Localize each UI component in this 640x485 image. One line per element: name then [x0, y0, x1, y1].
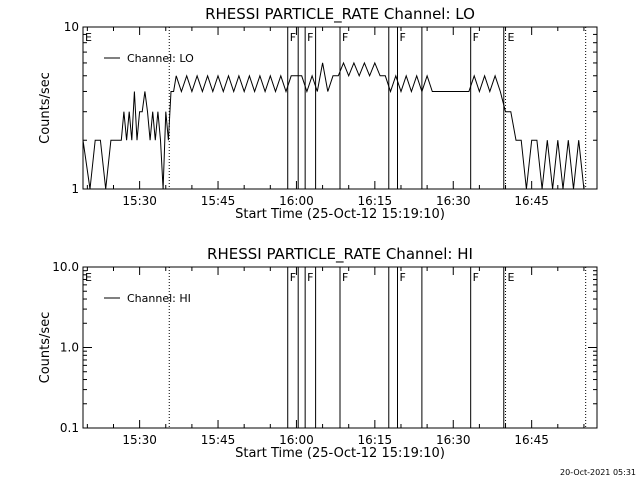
event-marker-label: F	[399, 31, 405, 44]
y-tick-label: 0.1	[60, 421, 79, 435]
y-tick-label: 10.0	[52, 260, 79, 274]
event-marker-label: F	[473, 31, 479, 44]
x-tick-label: 16:45	[514, 194, 549, 208]
x-tick-label: 15:30	[122, 433, 157, 447]
footer-timestamp: 20-Oct-2021 05:31	[560, 468, 636, 477]
series-line	[82, 61, 585, 190]
y-axis-label: Counts/sec	[38, 312, 53, 384]
event-marker-label: E	[508, 271, 515, 284]
event-marker-label: F	[290, 31, 296, 44]
x-tick-label: 16:00	[279, 433, 314, 447]
x-axis-label: Start Time (25-Oct-12 15:19:10)	[235, 207, 445, 222]
event-marker-label: F	[307, 271, 313, 284]
y-tick-label: 1.0	[60, 341, 79, 355]
x-tick-label: 16:00	[279, 194, 314, 208]
chart-title: RHESSI PARTICLE_RATE Channel: LO	[205, 5, 475, 24]
y-tick-label: 10	[64, 20, 79, 34]
y-tick-label: 1	[71, 182, 79, 196]
event-marker-label: E	[85, 271, 92, 284]
event-marker-label: F	[342, 271, 348, 284]
event-marker-label: E	[508, 31, 515, 44]
legend-entry: Channel: HI	[127, 292, 191, 305]
x-axis-label: Start Time (25-Oct-12 15:19:10)	[235, 446, 445, 461]
x-tick-label: 16:30	[436, 433, 471, 447]
event-marker-label: E	[85, 31, 92, 44]
x-tick-label: 15:30	[122, 194, 157, 208]
x-tick-label: 15:45	[201, 194, 236, 208]
chart-title: RHESSI PARTICLE_RATE Channel: HI	[207, 245, 473, 264]
event-marker-label: F	[342, 31, 348, 44]
x-tick-label: 16:45	[514, 433, 549, 447]
x-tick-label: 15:45	[201, 433, 236, 447]
chart-hi: RHESSI PARTICLE_RATE Channel: HI 15:30 15:…	[38, 245, 598, 461]
x-tick-label: 16:30	[436, 194, 471, 208]
x-tick-label: 16:15	[358, 433, 393, 447]
event-marker-label: F	[473, 271, 479, 284]
legend-entry: Channel: LO	[127, 52, 194, 65]
y-axis-label: Counts/sec	[38, 72, 53, 144]
chart-lo: RHESSI PARTICLE_RATE Channel: LO 15:30 15:…	[38, 5, 598, 222]
event-marker-label: F	[307, 31, 313, 44]
event-marker-label: F	[290, 271, 296, 284]
x-tick-label: 16:15	[358, 194, 393, 208]
event-marker-label: F	[399, 271, 405, 284]
